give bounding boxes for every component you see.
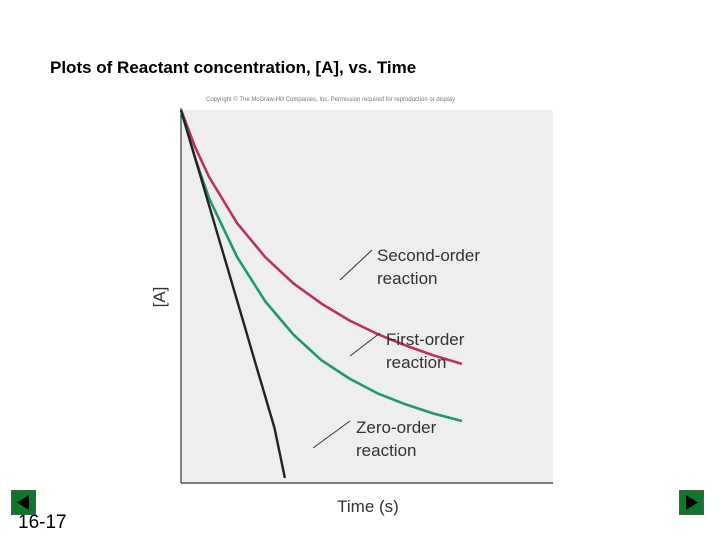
copyright-notice: Copyright © The McGraw-Hill Companies, I… [206,97,456,103]
leader-line-second-order-reaction [339,249,373,281]
annotation-zero-order-reaction: Zero-order reaction [356,418,437,460]
annotation-first-order-reaction: First-order reaction [386,330,465,372]
annotation-line: First-order [386,330,465,349]
annotation-line: reaction [377,269,437,288]
series-layer [179,109,463,479]
triangle-right-icon [686,495,698,510]
leader-lines [312,249,381,449]
annotation-line: Second-order [377,246,480,265]
annotation-line: reaction [386,353,446,372]
slide-title: Plots of Reactant concentration, [A], vs… [50,58,417,77]
leader-line-first-order-reaction [349,332,381,357]
plot-area [181,110,553,483]
next-slide-button[interactable] [679,490,704,515]
slide-number: 16-17 [18,512,67,533]
series-line-second-order-reaction [179,109,463,366]
triangle-left-icon [17,495,29,510]
series-line-zero-order-reaction [179,109,287,479]
x-axis-title: Time (s) [337,497,399,516]
leader-line-zero-order-reaction [312,420,351,449]
annotation-line: Zero-order [356,418,437,437]
previous-slide-button[interactable] [11,490,36,515]
annotation-line: reaction [356,441,416,460]
y-axis-title: [A] [150,287,169,308]
series-line-first-order-reaction [179,109,463,423]
annotation-second-order-reaction: Second-order reaction [377,246,480,288]
